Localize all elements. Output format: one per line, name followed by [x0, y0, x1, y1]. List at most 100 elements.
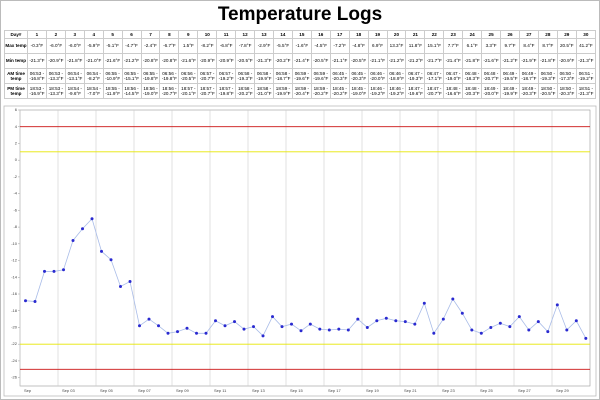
x-tick-label: Sep 15	[290, 388, 303, 393]
data-point	[584, 336, 588, 340]
data-point	[128, 279, 132, 283]
x-tick-label: Sep 23	[442, 388, 455, 393]
data-point	[242, 327, 246, 331]
y-tick-label: -26	[11, 375, 18, 380]
x-tick-label: Sep 29	[556, 388, 569, 393]
table-cell: 18:58 - -20.2°F	[235, 83, 256, 99]
table-cell: 06:45 - -20.3°F	[329, 68, 350, 84]
x-tick-label: Sep 13	[252, 388, 265, 393]
data-point	[479, 331, 483, 335]
table-cell: 18:58 - -21.0°F	[254, 83, 274, 99]
data-point	[346, 328, 350, 332]
table-cell: 18:49 - -20.0°F	[481, 83, 502, 99]
data-point	[24, 299, 28, 303]
table-cell: 18:45 - -20.2°F	[329, 83, 350, 99]
data-point	[546, 330, 550, 334]
table-cell: 18:59 - -20.4°F	[291, 83, 312, 99]
y-tick-label: -22	[11, 341, 18, 346]
data-point	[565, 328, 569, 332]
data-point	[166, 331, 170, 335]
data-point	[517, 315, 521, 319]
x-tick-label: Sep 05	[100, 388, 113, 393]
log-table: Day# 1 2 3 4 5 6 7 8 9 10 11 12 13 14 15 16 17 18 19 20 21 22 2…	[4, 30, 597, 99]
y-tick-label: -10	[11, 241, 18, 246]
data-point	[71, 238, 75, 242]
x-tick-label: Sep 09	[176, 388, 189, 393]
table-row: PM time temp 18:53 - -16.9°F 18:53 - -13.3…	[4, 83, 597, 99]
y-tick-label: 6	[15, 107, 18, 112]
table-cell: 18:57 - -19.8°F	[216, 83, 237, 99]
y-tick-label: -24	[11, 358, 18, 363]
x-tick-label: Sep	[24, 388, 32, 393]
data-point	[157, 324, 161, 328]
table-cell: 18:59 - -20.2°F	[310, 83, 331, 99]
data-point	[204, 331, 208, 335]
data-point	[290, 322, 294, 326]
table-cell: 18:53 - -13.3°F	[45, 83, 66, 99]
data-point	[138, 324, 142, 328]
data-point	[233, 320, 237, 324]
row-header: Max temp	[4, 38, 28, 54]
y-tick-label: -16	[11, 291, 18, 296]
table-row: Min temp -21.3°F -20.9°F -21.8°F -21.0°F -21.…	[4, 53, 597, 69]
data-point	[308, 322, 312, 326]
table-cell: 18:57 - -20.1°F	[178, 83, 199, 99]
table-cell: 18:46 - -19.2°F	[367, 83, 388, 99]
data-point	[441, 317, 445, 321]
table-cell: 18:47 - -20.7°F	[424, 83, 445, 99]
data-point	[384, 316, 388, 320]
x-tick-label: Sep 17	[328, 388, 341, 393]
data-point	[109, 258, 113, 262]
data-point	[195, 331, 199, 335]
data-point	[214, 319, 218, 323]
table-cell: 18:47 - -19.6°F	[405, 83, 426, 99]
y-tick-label: -8	[13, 224, 17, 229]
data-point	[318, 327, 322, 331]
data-point	[261, 334, 265, 338]
data-point	[147, 317, 151, 321]
data-point	[365, 325, 369, 329]
x-tick-label: Sep 27	[518, 388, 531, 393]
data-point	[394, 319, 398, 323]
y-tick-label: -14	[11, 274, 18, 279]
table-cell: 06:58 - -18.7°F	[272, 68, 293, 84]
table-cell: 18:50 - -20.3°F	[556, 83, 577, 99]
data-point	[536, 320, 540, 324]
data-point	[451, 297, 455, 301]
data-point	[356, 317, 360, 321]
chart-frame	[3, 105, 597, 397]
data-point	[81, 227, 85, 231]
table-cell: 18:56 - -20.7°F	[159, 83, 180, 99]
table-cell: 06:47 - -19.3°F	[405, 68, 426, 84]
table-cell: 06:51 - -19.2°F	[575, 68, 597, 84]
data-point	[527, 328, 531, 332]
data-point	[498, 321, 502, 325]
table-row: Day# 1 2 3 4 5 6 7 8 9 10 11 12 13 14 15 16 17 18 19 20 21 22 2…	[4, 30, 597, 39]
y-tick-label: -20	[11, 325, 18, 330]
x-tick-label: Sep 03	[62, 388, 75, 393]
data-point	[119, 284, 123, 288]
y-tick-label: 4	[15, 124, 18, 129]
data-point	[432, 331, 436, 335]
y-tick-label: 2	[15, 141, 18, 146]
table-cell: 18:46 - -19.2°F	[386, 83, 407, 99]
table-cell: 18:51 - -21.3°F	[575, 83, 597, 99]
table-cell: 3.3°F	[481, 38, 502, 54]
y-tick-label: 0	[15, 157, 18, 162]
table-cell: 06:54 - -8.2°F	[83, 68, 104, 84]
y-tick-label: -4	[13, 191, 17, 196]
x-tick-label: Sep 21	[404, 388, 417, 393]
data-point	[470, 328, 474, 332]
y-tick-label: -2	[13, 174, 17, 179]
table-cell: -21.6°F	[481, 53, 502, 69]
data-point	[413, 322, 417, 326]
x-tick-label: Sep 25	[480, 388, 493, 393]
data-point	[176, 330, 180, 334]
table-cell: 18:56 - -19.0°F	[140, 83, 161, 99]
data-point	[574, 319, 578, 323]
data-point	[43, 269, 47, 273]
data-point	[375, 319, 379, 323]
table-cell: 18:49 - -19.9°F	[500, 83, 520, 99]
table-cell: 18:45 - -19.0°F	[348, 83, 369, 99]
plot-area	[19, 109, 591, 387]
